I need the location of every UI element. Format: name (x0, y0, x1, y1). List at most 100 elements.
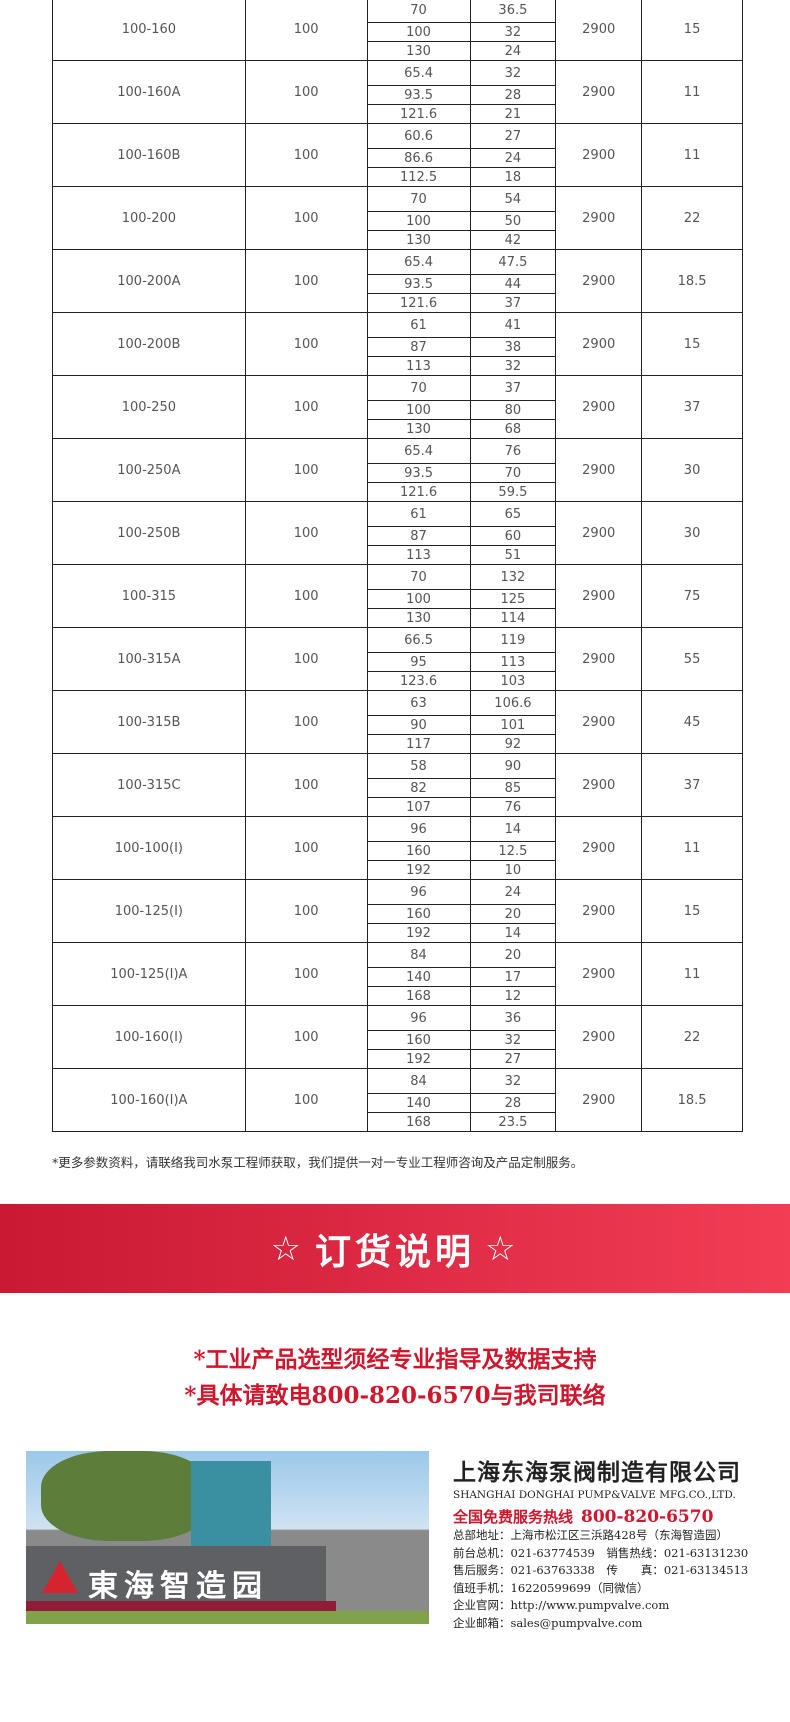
website[interactable]: 企业官网：http://www.pumpvalve.com (453, 1598, 670, 1612)
flow-cell: 100 (368, 212, 471, 230)
size-cell: 100 (246, 943, 368, 1005)
speed-cell: 2900 (556, 1069, 643, 1131)
speed-cell: 2900 (556, 0, 643, 60)
sub-row: 84 20 (367, 943, 556, 968)
flow-head-group: 65.4 47.5 93.5 44 121.6 37 (367, 250, 557, 312)
sub-row: 87 60 (367, 527, 556, 546)
sub-row: 90 101 (367, 716, 556, 735)
table-row: 100-250A 100 65.4 76 93.5 70 121.6 59.5 2900 … (53, 439, 742, 502)
sub-row: 113 51 (368, 546, 556, 564)
power-cell: 15 (683, 21, 701, 37)
model-cell: 100-160B (53, 124, 246, 186)
flow-cell: 121.6 (368, 483, 471, 501)
head-cell: 114 (500, 610, 526, 626)
flow-cell: 113 (368, 357, 471, 375)
head-cell: 119 (500, 632, 526, 648)
size-cell: 100 (246, 61, 368, 123)
power-cell: 15 (683, 903, 701, 919)
sub-row: 112.5 18 (368, 168, 556, 186)
size-cell: 100 (246, 376, 368, 438)
head-cell: 27 (504, 128, 522, 144)
sub-row: 100 80 (367, 401, 556, 420)
sub-row: 65.4 32 (367, 61, 556, 86)
sub-row: 61 65 (367, 502, 556, 527)
sub-row: 107 76 (368, 798, 556, 816)
size-cell: 100 (246, 439, 368, 501)
head-cell: 41 (504, 317, 522, 333)
speed-cell: 2900 (556, 943, 643, 1005)
speed-cell: 2900 (556, 124, 643, 186)
sub-row: 168 23.5 (368, 1113, 556, 1131)
hotline-number[interactable]: 800-820-6570 (581, 1507, 714, 1527)
sub-row: 70 54 (367, 187, 556, 212)
table-row: 100-125(I) 100 96 24 160 20 192 14 2900 15 (53, 880, 742, 943)
flow-cell: 65.4 (368, 250, 471, 274)
power-cell: 37 (683, 399, 701, 415)
table-row: 100-315 100 70 132 100 125 130 114 2900 75 (53, 565, 742, 628)
flow-cell: 96 (368, 1006, 471, 1030)
table-row: 100-315B 100 63 106.6 90 101 117 92 2900 45 (53, 691, 742, 754)
flow-cell: 192 (368, 1050, 471, 1068)
flow-cell: 82 (368, 779, 471, 797)
flow-head-group: 66.5 119 95 113 123.6 103 (367, 628, 557, 690)
head-cell: 36 (504, 1010, 522, 1026)
head-cell: 10 (504, 862, 522, 878)
flow-cell: 87 (368, 527, 471, 545)
head-cell: 32 (504, 65, 522, 81)
footnote: *更多参数资料，请联络我司水泵工程师获取，我们提供一对一专业工程师咨询及产品定制… (52, 1155, 584, 1170)
size-cell: 100 (246, 187, 368, 249)
sub-row: 96 36 (367, 1006, 556, 1031)
model-cell: 100-315A (53, 628, 246, 690)
flow-cell: 112.5 (368, 168, 471, 186)
sub-row: 60.6 27 (367, 124, 556, 149)
size-cell: 100 (246, 0, 368, 60)
sub-row: 63 106.6 (367, 691, 556, 716)
speed-cell: 2900 (556, 628, 643, 690)
power-cell: 11 (683, 966, 701, 982)
phones: 前台总机：021-63774539 销售热线：021-63131230 (453, 1545, 749, 1560)
banner-title: 订货说明 (314, 1231, 475, 1273)
speed-cell: 2900 (556, 880, 643, 942)
flow-cell: 100 (368, 401, 471, 419)
head-cell: 32 (504, 358, 522, 374)
head-cell: 12.5 (498, 843, 528, 859)
flow-cell: 107 (368, 798, 471, 816)
sub-row: 160 32 (367, 1031, 556, 1050)
power-cell: 11 (683, 840, 701, 856)
head-cell: 21 (504, 106, 522, 122)
company-info: 上海东海泵阀制造有限公司 SHANGHAI DONGHAI PUMP&VALVE… (453, 1453, 748, 1632)
model-cell: 100-250A (53, 439, 246, 501)
flow-head-group: 96 14 160 12.5 192 10 (367, 817, 557, 879)
head-cell: 85 (504, 780, 522, 796)
sub-row: 192 10 (368, 861, 556, 879)
head-cell: 20 (504, 906, 522, 922)
table-row: 100-160A 100 65.4 32 93.5 28 121.6 21 2900 11 (53, 61, 742, 124)
hotline-label: 全国免费服务热线 (453, 1508, 574, 1526)
model-cell: 100-160 (53, 0, 246, 60)
flow-head-group: 70 132 100 125 130 114 (367, 565, 557, 627)
sub-row: 192 14 (368, 924, 556, 942)
model-cell: 100-100(I) (53, 817, 246, 879)
flow-cell: 65.4 (368, 439, 471, 463)
head-cell: 18 (504, 169, 522, 185)
flow-cell: 121.6 (368, 105, 471, 123)
flow-head-group: 61 65 87 60 113 51 (367, 502, 557, 564)
table-row: 100-315C 100 58 90 82 85 107 76 2900 37 (53, 754, 742, 817)
company-name-cn: 上海东海泵阀制造有限公司 (453, 1460, 741, 1486)
flow-head-group: 70 37 100 80 130 68 (367, 376, 557, 438)
flow-cell: 117 (368, 735, 471, 753)
email[interactable]: 企业邮箱：sales@pumpvalve.com (453, 1615, 643, 1630)
hotline: 全国免费服务热线 800-820-6570 (453, 1506, 748, 1527)
sub-row: 96 24 (367, 880, 556, 905)
head-cell: 125 (500, 591, 526, 607)
sub-row: 100 50 (367, 212, 556, 231)
head-cell: 132 (500, 569, 526, 585)
head-cell: 50 (504, 213, 522, 229)
power-cell: 11 (683, 84, 701, 100)
size-cell: 100 (246, 313, 368, 375)
power-cell: 45 (683, 714, 701, 730)
head-cell: 106.6 (494, 695, 532, 711)
head-cell: 44 (504, 276, 522, 292)
head-cell: 24 (504, 43, 522, 59)
flow-cell: 87 (368, 338, 471, 356)
